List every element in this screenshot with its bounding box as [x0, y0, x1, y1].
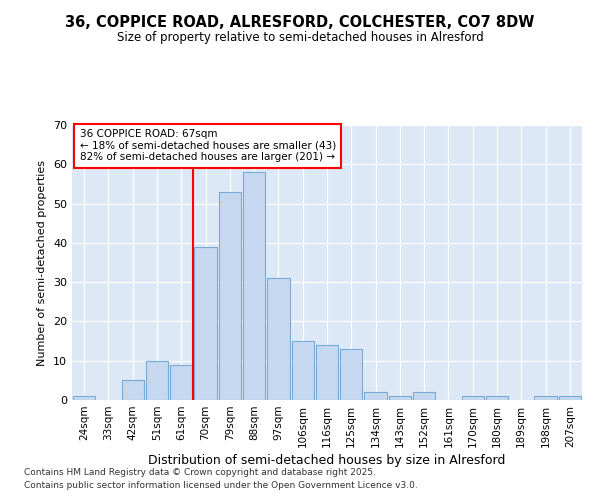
Bar [389, 396, 411, 400]
Text: Size of property relative to semi-detached houses in Alresford: Size of property relative to semi-detach… [116, 31, 484, 44]
Text: Contains public sector information licensed under the Open Government Licence v3: Contains public sector information licen… [24, 480, 418, 490]
Bar [535, 396, 557, 400]
Bar [316, 345, 338, 400]
Text: 36, COPPICE ROAD, ALRESFORD, COLCHESTER, CO7 8DW: 36, COPPICE ROAD, ALRESFORD, COLCHESTER,… [65, 15, 535, 30]
Bar [170, 364, 193, 400]
Bar [218, 192, 241, 400]
Bar [364, 392, 387, 400]
X-axis label: Distribution of semi-detached houses by size in Alresford: Distribution of semi-detached houses by … [148, 454, 506, 467]
Y-axis label: Number of semi-detached properties: Number of semi-detached properties [37, 160, 47, 366]
Bar [292, 341, 314, 400]
Bar [461, 396, 484, 400]
Bar [340, 349, 362, 400]
Text: Contains HM Land Registry data © Crown copyright and database right 2025.: Contains HM Land Registry data © Crown c… [24, 468, 376, 477]
Bar [267, 278, 290, 400]
Text: 36 COPPICE ROAD: 67sqm
← 18% of semi-detached houses are smaller (43)
82% of sem: 36 COPPICE ROAD: 67sqm ← 18% of semi-det… [80, 129, 336, 162]
Bar [413, 392, 436, 400]
Bar [73, 396, 95, 400]
Bar [486, 396, 508, 400]
Bar [243, 172, 265, 400]
Bar [146, 360, 168, 400]
Bar [194, 247, 217, 400]
Bar [559, 396, 581, 400]
Bar [122, 380, 144, 400]
